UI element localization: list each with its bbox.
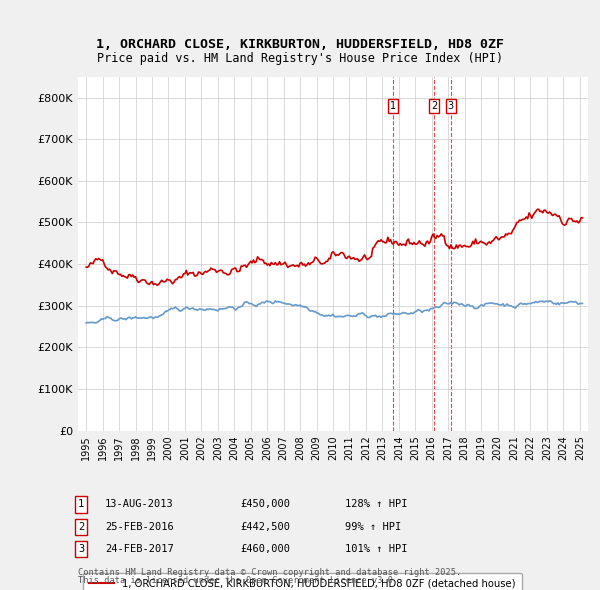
Text: Price paid vs. HM Land Registry's House Price Index (HPI): Price paid vs. HM Land Registry's House … bbox=[97, 52, 503, 65]
Legend: 1, ORCHARD CLOSE, KIRKBURTON, HUDDERSFIELD, HD8 0ZF (detached house), HPI: Avera: 1, ORCHARD CLOSE, KIRKBURTON, HUDDERSFIE… bbox=[83, 573, 521, 590]
Text: 128% ↑ HPI: 128% ↑ HPI bbox=[345, 500, 407, 509]
Text: 1, ORCHARD CLOSE, KIRKBURTON, HUDDERSFIELD, HD8 0ZF: 1, ORCHARD CLOSE, KIRKBURTON, HUDDERSFIE… bbox=[96, 38, 504, 51]
Text: This data is licensed under the Open Government Licence v3.0.: This data is licensed under the Open Gov… bbox=[78, 576, 398, 585]
Text: 25-FEB-2016: 25-FEB-2016 bbox=[105, 522, 174, 532]
Text: 2: 2 bbox=[431, 101, 437, 111]
Text: 101% ↑ HPI: 101% ↑ HPI bbox=[345, 545, 407, 554]
Text: Contains HM Land Registry data © Crown copyright and database right 2025.: Contains HM Land Registry data © Crown c… bbox=[78, 568, 461, 577]
Text: 1: 1 bbox=[389, 101, 395, 111]
Text: £460,000: £460,000 bbox=[240, 545, 290, 554]
Text: 1: 1 bbox=[78, 500, 84, 509]
Text: 3: 3 bbox=[448, 101, 454, 111]
Text: 3: 3 bbox=[78, 545, 84, 554]
Text: 24-FEB-2017: 24-FEB-2017 bbox=[105, 545, 174, 554]
Text: 99% ↑ HPI: 99% ↑ HPI bbox=[345, 522, 401, 532]
Text: £442,500: £442,500 bbox=[240, 522, 290, 532]
Text: 13-AUG-2013: 13-AUG-2013 bbox=[105, 500, 174, 509]
Text: 2: 2 bbox=[78, 522, 84, 532]
Text: £450,000: £450,000 bbox=[240, 500, 290, 509]
